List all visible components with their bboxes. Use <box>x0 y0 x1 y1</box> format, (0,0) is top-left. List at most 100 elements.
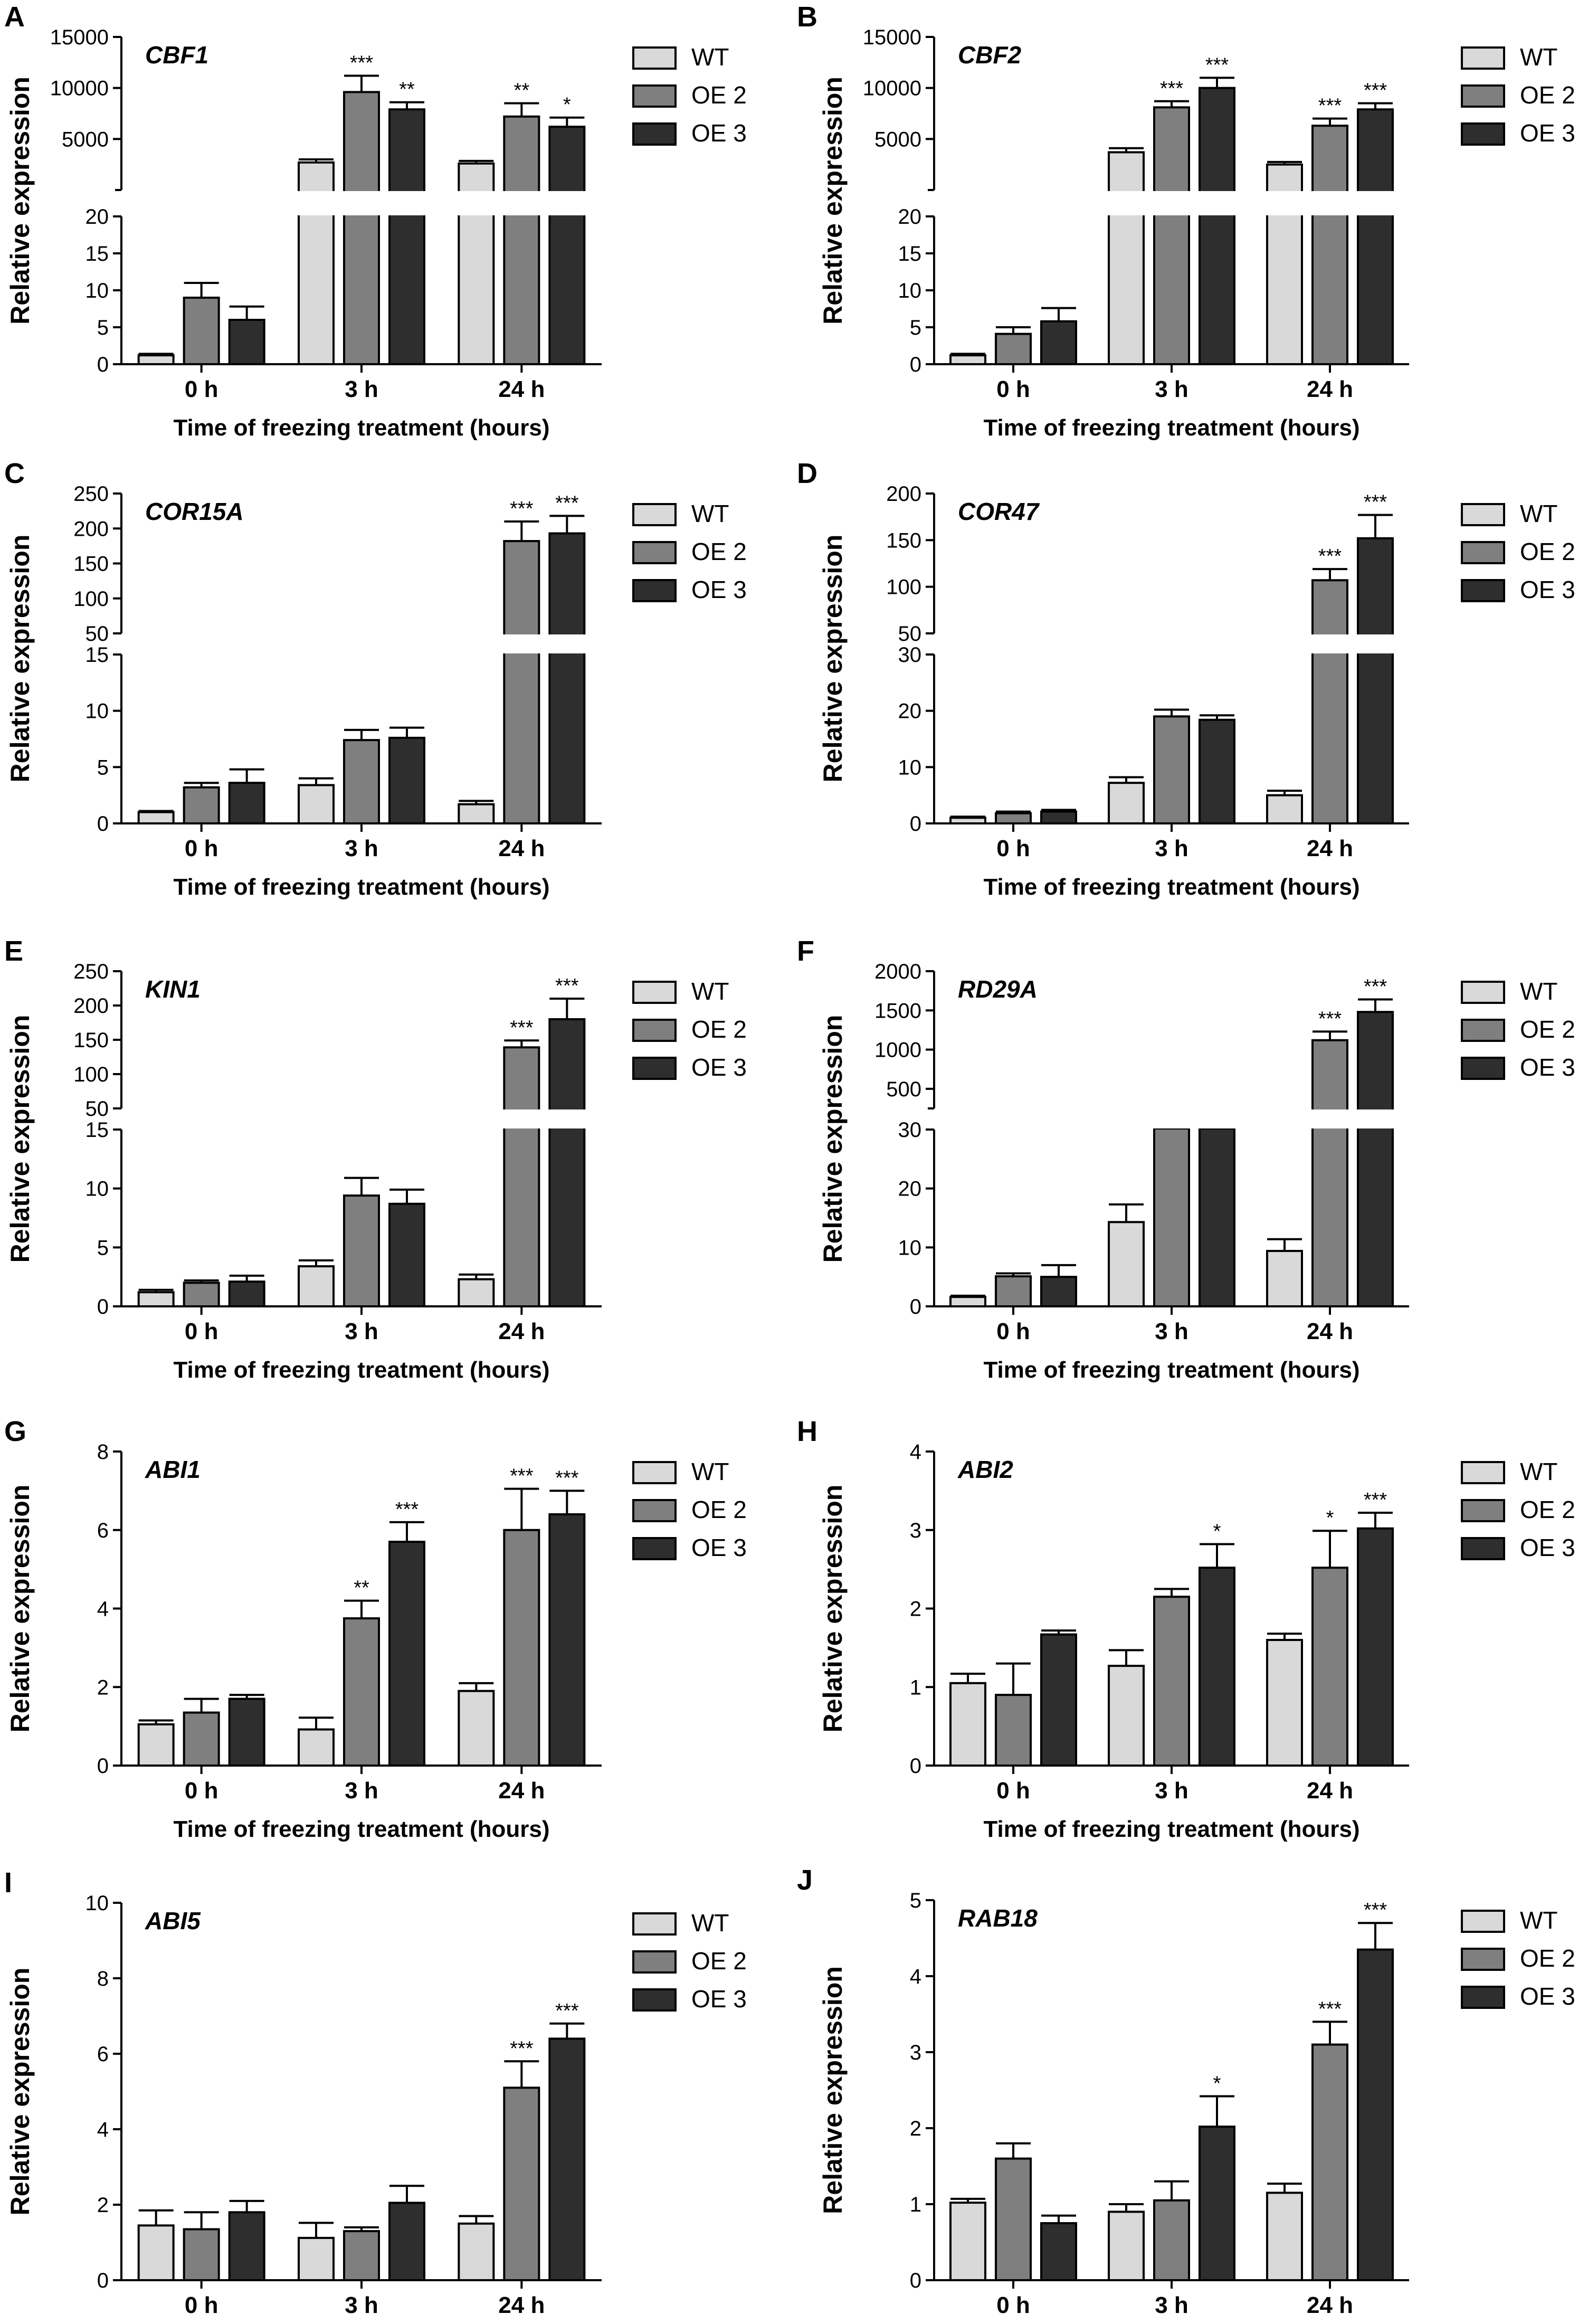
legend-label: OE 3 <box>1520 1534 1575 1561</box>
y-axis-title: Relative expression <box>5 1015 35 1263</box>
y-tick-label: 0 <box>910 812 921 836</box>
axis-break-gap <box>387 191 426 215</box>
bar-oe2-0h <box>183 297 220 365</box>
y-tick-label: 30 <box>898 1118 922 1142</box>
y-tick-label: 4 <box>910 1965 921 1988</box>
y-tick-label: 10000 <box>50 77 109 100</box>
legend-swatch-oe3 <box>1461 1537 1505 1560</box>
significance-label: *** <box>510 2037 534 2060</box>
bar-oe3-24h <box>1357 537 1394 824</box>
y-tick-label: 1 <box>910 1676 921 1699</box>
y-tick-label: 50 <box>85 1097 109 1121</box>
bar-oe3-3h <box>388 2202 425 2281</box>
legend-label: OE 3 <box>1520 1982 1575 2010</box>
y-tick-label: 0 <box>910 1295 921 1318</box>
y-tick-label: 0 <box>910 2269 921 2292</box>
significance-label: *** <box>1364 975 1387 998</box>
x-tick-label: 3 h <box>345 836 378 861</box>
axis-break-gap <box>1107 191 1146 215</box>
x-tick-label: 3 h <box>345 1778 378 1804</box>
gene-name: CBF1 <box>145 41 208 69</box>
y-tick-label: 150 <box>73 553 109 576</box>
bar-wt-3h <box>1108 1221 1145 1307</box>
x-axis-title: Time of freezing treatment (hours) <box>173 415 549 441</box>
legend-label: WT <box>1520 978 1558 1005</box>
legend-swatch-wt <box>632 503 677 526</box>
legend-swatch-oe2 <box>1461 541 1505 564</box>
x-axis-title: Time of freezing treatment (hours) <box>983 1357 1359 1383</box>
y-tick-label: 6 <box>97 2043 109 2066</box>
legend-swatch-oe2 <box>632 1019 677 1042</box>
gene-name: COR15A <box>145 498 244 525</box>
legend-label: OE 2 <box>691 81 747 109</box>
legend-swatch-oe3 <box>632 122 677 146</box>
bar-oe3-0h <box>228 1280 265 1308</box>
bar-oe2-3h <box>1153 2199 1190 2281</box>
y-axis-title: Relative expression <box>5 1485 35 1733</box>
y-tick-label: 1500 <box>874 999 921 1022</box>
bar-oe2-3h <box>1153 1596 1190 1767</box>
y-tick-label: 20 <box>898 700 922 723</box>
panel-letter: A <box>4 1 25 33</box>
gene-name: CBF2 <box>958 41 1022 69</box>
y-tick-label: 15000 <box>863 26 921 49</box>
bar-oe2-24h <box>1311 2043 1348 2282</box>
significance-label: *** <box>1318 1998 1342 2020</box>
bar-oe3-3h <box>1199 1567 1235 1767</box>
legend-label: OE 2 <box>691 1947 747 1975</box>
legend-label: OE 3 <box>691 1054 747 1081</box>
bar-oe3-24h <box>1357 1011 1394 1308</box>
legend-label: OE 2 <box>1520 538 1575 565</box>
x-tick-label: 24 h <box>498 1778 545 1804</box>
x-tick-label: 24 h <box>1307 2292 1353 2318</box>
y-tick-label: 20 <box>85 205 109 229</box>
chart-panel-i: I ABI5 0 2 4 6 8 10 Relative expression 0 h 3 h 24 … <box>4 1867 747 2318</box>
legend-swatch-oe2 <box>632 1950 677 1974</box>
y-tick-label: 100 <box>886 576 921 599</box>
y-tick-label: 150 <box>886 529 921 552</box>
bar-oe2-3h <box>343 2230 380 2281</box>
bar-wt-24h <box>458 1278 495 1307</box>
significance-label: *** <box>1364 1489 1387 1511</box>
x-tick-label: 0 h <box>996 1778 1030 1804</box>
y-axis-title: Relative expression <box>818 1966 848 2214</box>
legend-swatch-oe2 <box>1461 84 1505 108</box>
axis-break-gap <box>1197 1109 1237 1128</box>
bar-oe2-24h <box>1311 1039 1348 1307</box>
x-tick-label: 0 h <box>185 376 218 402</box>
axis-break-gap <box>1356 1109 1395 1128</box>
bar-wt-0h <box>949 817 986 825</box>
bar-oe3-24h <box>548 1018 586 1307</box>
x-tick-label: 0 h <box>185 2292 218 2318</box>
bar-wt-3h <box>298 2236 335 2281</box>
bar-wt-0h <box>137 2224 175 2282</box>
bar-oe3-24h <box>548 126 586 365</box>
significance-label: ** <box>514 80 530 102</box>
x-tick-label: 0 h <box>185 836 218 861</box>
gene-name: ABI2 <box>957 1456 1013 1483</box>
bar-oe3-0h <box>1040 1633 1077 1767</box>
legend-swatch-wt <box>1461 981 1505 1004</box>
legend-swatch-oe3 <box>632 1988 677 2012</box>
panel-letter: E <box>4 935 23 967</box>
bar-oe3-3h <box>1199 87 1235 365</box>
y-tick-label: 50 <box>85 622 109 646</box>
bar-oe3-3h <box>1199 2126 1235 2282</box>
x-tick-label: 0 h <box>996 836 1030 861</box>
significance-label: ** <box>354 1577 369 1599</box>
bar-wt-24h <box>1266 2192 1303 2281</box>
bar-oe3-0h <box>1040 320 1077 365</box>
legend-label: OE 2 <box>691 538 747 565</box>
panel-letter: G <box>4 1416 26 1447</box>
bar-oe3-24h <box>1357 1948 1394 2282</box>
legend-label: OE 3 <box>691 119 747 147</box>
bar-wt-0h <box>949 1682 986 1767</box>
gene-name: RAB18 <box>958 1904 1038 1932</box>
bar-oe3-0h <box>228 2211 265 2281</box>
axis-break-gap <box>1265 191 1304 215</box>
bar-oe2-0h <box>995 1694 1032 1767</box>
y-tick-label: 10 <box>85 1892 109 1915</box>
bar-oe2-24h <box>1311 125 1348 365</box>
